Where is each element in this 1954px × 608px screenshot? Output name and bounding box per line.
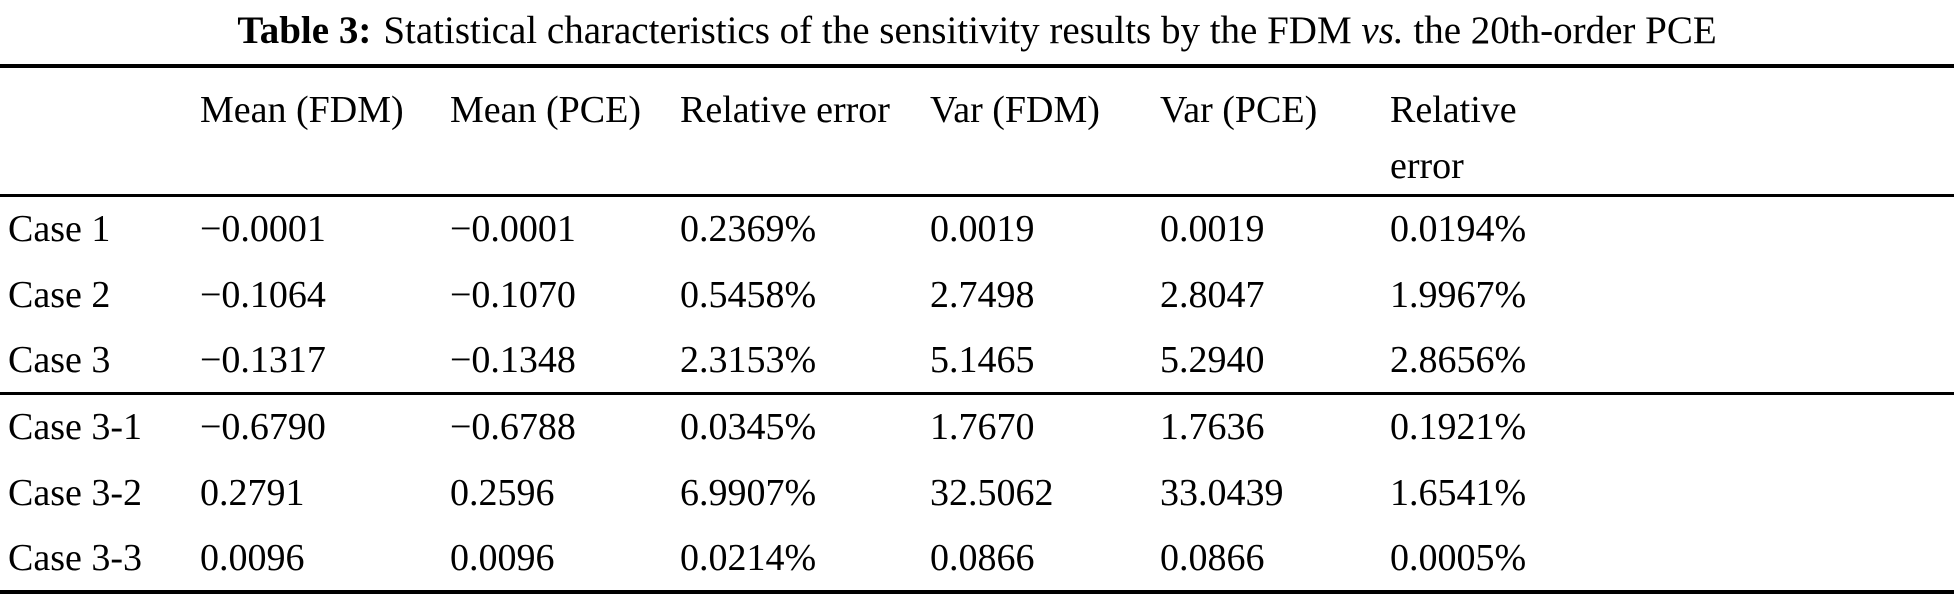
column-header-var-fdm: Var (FDM) [920,66,1150,197]
cell-relative-error-var: 1.6541% [1390,471,1527,514]
cell-relative-error-mean: 0.0214% [680,536,817,579]
cell-relative-error-var: 1.9967% [1390,273,1527,316]
cell-relative-error-var: 0.0194% [1390,208,1527,251]
cell-relative-error-mean: 2.3153% [680,338,817,381]
column-header-relative-error-var: Relative error [1380,66,1954,197]
cell-mean-fdm: −0.1317 [200,338,326,381]
table-row-case-2: Case 2 −0.1064 −0.1070 0.5458% 2.7498 2.… [0,262,1954,328]
cell-relative-error-mean: 0.5458% [680,273,817,316]
table-caption: Table 3: Statistical characteristics of t… [0,0,1954,64]
row-header: Case 2 [8,273,111,316]
column-header-relative-error-mean: Relative error [670,66,920,197]
cell-relative-error-mean: 0.2369% [680,208,817,251]
cell-relative-error-mean: 0.0345% [670,392,920,460]
row-header: Case 1 [8,208,111,251]
cell-var-fdm: 5.1465 [930,338,1035,381]
cell-mean-fdm: 0.0096 [200,536,305,579]
cell-var-pce: 1.7636 [1150,392,1380,460]
cell-var-fdm: 32.5062 [930,471,1054,514]
table-caption-text-after: the 20th-order PCE [1413,9,1717,52]
table-row-case-3-3: Case 3-3 0.0096 0.0096 0.0214% 0.0866 0.… [0,526,1954,592]
table-group-sub-cases: Case 3-1 −0.6790 −0.6788 0.0345% 1.7670 … [0,392,1954,592]
row-header: Case 3-3 [8,536,143,579]
cell-relative-error-var: 0.0005% [1390,536,1527,579]
cell-mean-pce: −0.6788 [440,392,670,460]
header-row: Mean (FDM) Mean (PCE) Relative error Var… [0,66,1954,197]
table-row-case-3-2: Case 3-2 0.2791 0.2596 6.9907% 32.5062 3… [0,460,1954,526]
table-caption-text-before: Statistical characteristics of the sensi… [383,9,1352,52]
cell-mean-pce: −0.1070 [450,273,576,316]
cell-mean-pce: −0.1348 [450,338,576,381]
statistics-table: Mean (FDM) Mean (PCE) Relative error Var… [0,64,1954,594]
cell-var-pce: 0.0866 [1160,536,1265,579]
cell-mean-fdm: −0.0001 [200,208,326,251]
cell-mean-fdm: −0.6790 [190,392,440,460]
cell-mean-pce: 0.0096 [450,536,555,579]
cell-var-fdm: 0.0019 [930,208,1035,251]
table-group-main-cases: Case 1 −0.0001 −0.0001 0.2369% 0.0019 0.… [0,196,1954,394]
cell-var-fdm: 0.0866 [930,536,1035,579]
table-row-case-3-1: Case 3-1 −0.6790 −0.6788 0.0345% 1.7670 … [0,392,1954,460]
cell-mean-fdm: 0.2791 [200,471,305,514]
row-header: Case 3 [8,338,111,381]
table-caption-label: Table 3: [237,9,372,52]
table-row-case-1: Case 1 −0.0001 −0.0001 0.2369% 0.0019 0.… [0,196,1954,262]
column-header-var-pce: Var (PCE) [1150,66,1380,197]
cell-relative-error-var: 2.8656% [1390,338,1527,381]
cell-mean-pce: 0.2596 [450,471,555,514]
cell-mean-fdm: −0.1064 [200,273,326,316]
cell-mean-pce: −0.0001 [450,208,576,251]
table-caption-vs: vs. [1361,9,1404,52]
cell-var-pce: 2.8047 [1160,273,1265,316]
column-header-relative-error-var-label: Relative error [1390,89,1517,187]
cell-var-pce: 33.0439 [1160,471,1284,514]
cell-relative-error-mean: 6.9907% [680,471,817,514]
column-header-mean-fdm: Mean (FDM) [190,66,440,197]
cell-relative-error-var: 0.1921% [1380,392,1954,460]
cell-var-fdm: 2.7498 [930,273,1035,316]
row-header: Case 3-2 [8,471,143,514]
cell-var-pce: 5.2940 [1160,338,1265,381]
column-header-case [0,66,190,197]
table-row-case-3: Case 3 −0.1317 −0.1348 2.3153% 5.1465 5.… [0,328,1954,394]
row-header: Case 3-1 [0,392,190,460]
column-header-mean-pce: Mean (PCE) [440,66,670,197]
cell-var-pce: 0.0019 [1160,208,1265,251]
cell-var-fdm: 1.7670 [920,392,1150,460]
